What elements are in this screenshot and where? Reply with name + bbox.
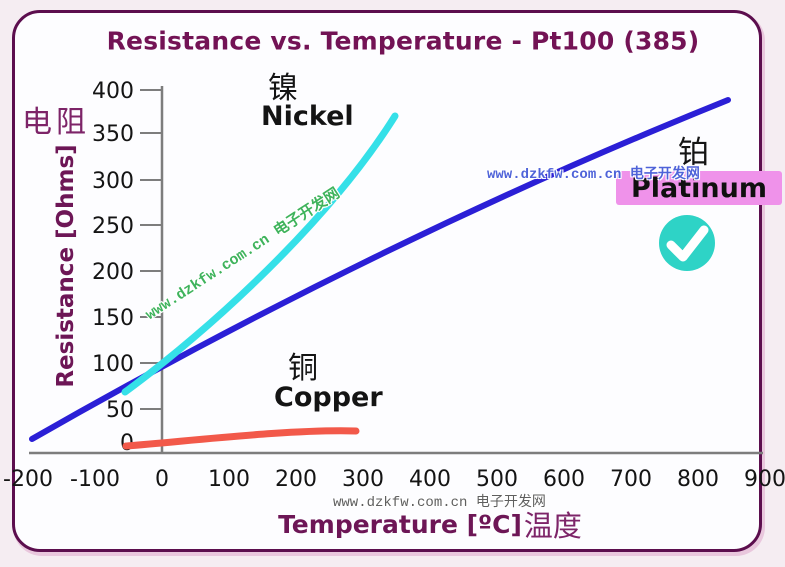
check-glyph bbox=[666, 225, 709, 262]
x-axis-label-cn: 温度 bbox=[523, 509, 582, 543]
y-ticks bbox=[140, 89, 162, 445]
y-tick-label: 150 bbox=[92, 306, 134, 331]
copper-curve bbox=[122, 427, 360, 450]
y-axis-label-cn: 电阻 bbox=[22, 105, 90, 140]
nickel-label: Nickel bbox=[261, 101, 354, 132]
copper-label: Copper bbox=[274, 382, 383, 413]
x-tick-label: 200 bbox=[275, 467, 317, 492]
x-tick-label: 500 bbox=[476, 467, 518, 492]
x-tick-label: -200 bbox=[3, 467, 53, 492]
x-tick-label: 0 bbox=[155, 467, 169, 492]
y-tick-label: 350 bbox=[92, 122, 134, 147]
watermark-bottom: www.dzkfw.com.cn 电子开发网 bbox=[333, 495, 546, 511]
chart-title: Resistance vs. Temperature - Pt100 (385) bbox=[106, 26, 700, 56]
x-tick-label: 700 bbox=[610, 467, 652, 492]
y-tick-label: 50 bbox=[106, 398, 134, 423]
x-tick-label: 800 bbox=[677, 467, 719, 492]
watermark-middle: www.dzkfw.com.cn 电子开发网 bbox=[487, 167, 700, 183]
x-axis-label-group: Temperature [ºC] 温度 bbox=[278, 503, 582, 545]
x-tick-label: 600 bbox=[543, 467, 585, 492]
platinum-label: Platinum bbox=[616, 171, 782, 205]
x-tick-label: 400 bbox=[409, 467, 451, 492]
x-tick-labels: -200 -100 0 100 200 300 400 500 600 700 … bbox=[3, 467, 785, 492]
platinum-label-cn: 铂 bbox=[678, 135, 709, 171]
nickel-curve bbox=[121, 112, 399, 396]
y-tick-labels: 400 350 300 250 200 150 100 50 0 bbox=[92, 79, 134, 456]
x-tick-label: 900 bbox=[744, 467, 785, 492]
y-tick-label: 100 bbox=[92, 352, 134, 377]
x-tick-label: 100 bbox=[208, 467, 250, 492]
y-tick-label: 200 bbox=[92, 260, 134, 285]
x-tick-label: 300 bbox=[342, 467, 384, 492]
y-tick-label: 300 bbox=[92, 169, 134, 194]
y-tick-label: 400 bbox=[92, 79, 134, 104]
y-tick-label: 250 bbox=[92, 214, 134, 239]
x-tick-label: -100 bbox=[70, 467, 120, 492]
nickel-label-cn: 镍 bbox=[268, 71, 298, 106]
copper-label-cn: 铜 bbox=[288, 351, 318, 386]
check-icon bbox=[659, 215, 715, 271]
chart-card bbox=[12, 10, 762, 552]
x-axis-label: Temperature [ºC] bbox=[278, 509, 522, 539]
